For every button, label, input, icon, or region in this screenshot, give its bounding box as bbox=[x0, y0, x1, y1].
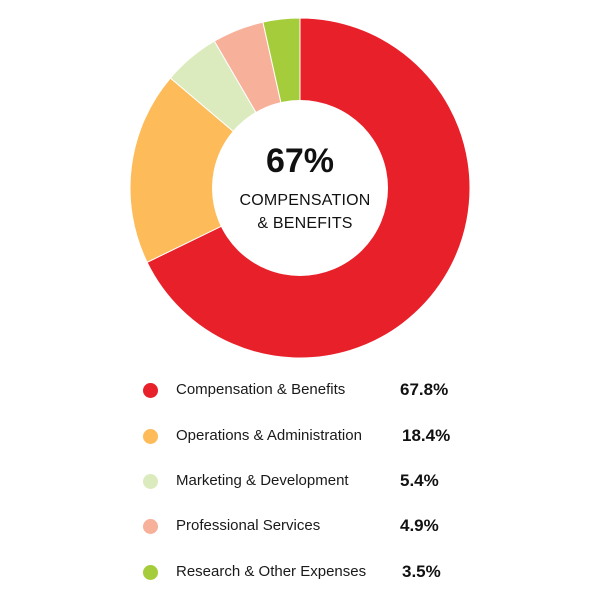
legend-swatch-compensation bbox=[143, 383, 158, 398]
legend-value-professional: 4.9% bbox=[400, 516, 439, 535]
donut-chart: 67% COMPENSATION & BENEFITS bbox=[129, 17, 471, 359]
legend-value-compensation: 67.8% bbox=[400, 380, 449, 399]
legend-label-research: Research & Other Expenses bbox=[176, 563, 367, 580]
legend-value-operations: 18.4% bbox=[402, 426, 451, 445]
donut-hole bbox=[212, 100, 388, 276]
legend-swatch-marketing bbox=[143, 474, 158, 489]
legend-item-compensation: Compensation & Benefits 67.8% bbox=[0, 375, 600, 405]
legend-item-research: Research & Other Expenses 3.5% bbox=[0, 557, 600, 587]
center-value: 67% bbox=[266, 142, 334, 180]
legend-label-operations: Operations & Administration bbox=[176, 427, 362, 444]
legend-item-marketing: Marketing & Development 5.4% bbox=[0, 466, 600, 496]
legend-item-professional: Professional Services 4.9% bbox=[0, 511, 600, 541]
legend-value-marketing: 5.4% bbox=[400, 471, 439, 490]
legend-label-compensation: Compensation & Benefits bbox=[176, 381, 346, 398]
legend-label-marketing: Marketing & Development bbox=[176, 472, 349, 489]
legend-item-operations: Operations & Administration 18.4% bbox=[0, 421, 600, 451]
legend-swatch-professional bbox=[143, 519, 158, 534]
center-label-line1: COMPENSATION bbox=[239, 192, 370, 209]
center-label-line2: & BENEFITS bbox=[257, 215, 352, 232]
legend-value-research: 3.5% bbox=[402, 562, 441, 581]
legend-label-professional: Professional Services bbox=[176, 517, 321, 534]
legend-swatch-operations bbox=[143, 429, 158, 444]
legend-swatch-research bbox=[143, 565, 158, 580]
